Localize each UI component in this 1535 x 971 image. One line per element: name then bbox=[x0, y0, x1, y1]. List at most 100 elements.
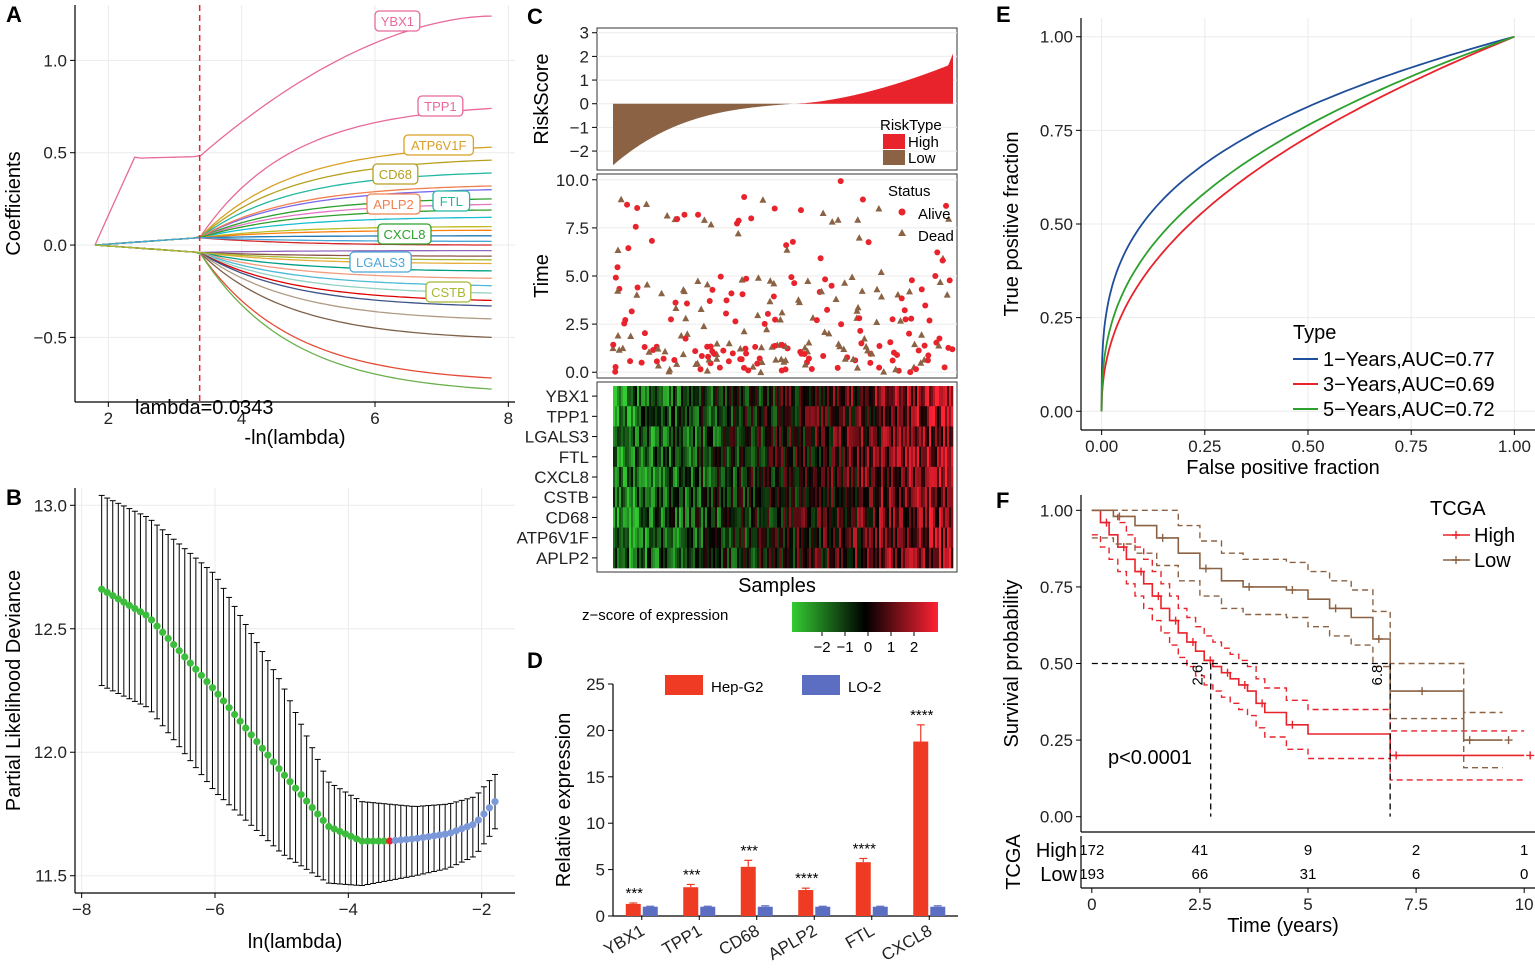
time-point-dead bbox=[609, 344, 617, 352]
heatmap-cell bbox=[759, 507, 762, 528]
heatmap-cell bbox=[785, 547, 788, 569]
heatmap-cell bbox=[699, 386, 702, 407]
time-point-alive bbox=[859, 196, 866, 203]
heatmap-cell bbox=[935, 406, 938, 427]
heatmap-cell bbox=[901, 426, 904, 447]
heatmap-cell bbox=[793, 386, 796, 407]
time-point-dead bbox=[766, 297, 774, 305]
heatmap-cell bbox=[881, 446, 884, 468]
heatmap-cell bbox=[823, 507, 826, 528]
heatmap-cell bbox=[921, 487, 924, 508]
deviance-point bbox=[297, 791, 305, 799]
heatmap-cell bbox=[909, 507, 912, 528]
time-point-alive bbox=[632, 223, 639, 230]
gene-label-box bbox=[366, 193, 421, 215]
deviance-point bbox=[170, 640, 178, 649]
heatmap-cell bbox=[879, 446, 882, 468]
time-point-dead bbox=[766, 277, 774, 284]
heatmap-cell bbox=[905, 406, 908, 427]
time-point-alive bbox=[921, 342, 928, 349]
heatmap-cell bbox=[825, 426, 828, 447]
heatmap-cell bbox=[917, 426, 920, 447]
deviance-point bbox=[247, 731, 255, 739]
heatmap-cell bbox=[893, 507, 896, 528]
heatmap-cell bbox=[687, 507, 690, 528]
heatmap-cell bbox=[883, 487, 886, 508]
heatmap-cell bbox=[753, 426, 756, 447]
heatmap-cell bbox=[755, 406, 758, 427]
time-point-dead bbox=[642, 200, 650, 207]
heatmap-cell bbox=[879, 406, 882, 427]
heatmap-cell bbox=[753, 507, 756, 528]
heatmap-cell bbox=[791, 406, 794, 427]
time-point-dead bbox=[740, 327, 748, 335]
heatmap-cell bbox=[823, 547, 826, 569]
heatmap-cell bbox=[763, 446, 766, 468]
heatmap-cell bbox=[901, 466, 904, 488]
heatmap-cell bbox=[645, 487, 648, 508]
heatmap-cell bbox=[895, 527, 898, 549]
heatmap-cell bbox=[665, 406, 668, 427]
heatmap-cell bbox=[741, 507, 744, 528]
heatmap-cell bbox=[831, 487, 834, 508]
heatmap-cell bbox=[833, 446, 836, 468]
heatmap-cell bbox=[905, 446, 908, 468]
heatmap-cell bbox=[877, 466, 880, 488]
heatmap-cell bbox=[775, 507, 778, 528]
time-point-alive bbox=[641, 330, 648, 337]
heatmap-cell bbox=[661, 386, 664, 407]
heatmap-cell bbox=[827, 446, 830, 468]
time-point-alive bbox=[898, 295, 905, 302]
heatmap-cell bbox=[695, 426, 698, 447]
panel-letter-b: B bbox=[6, 485, 22, 510]
y-tick-label: 0.0 bbox=[565, 363, 589, 382]
heatmap-cell bbox=[799, 527, 802, 549]
heatmap-cell bbox=[625, 527, 628, 549]
heatmap-cell bbox=[943, 527, 946, 549]
heatmap-cell bbox=[617, 406, 620, 427]
heatmap-cell bbox=[933, 426, 936, 447]
heatmap-cell bbox=[755, 487, 758, 508]
heatmap-cell bbox=[673, 507, 676, 528]
y-axis-title: True positive fraction bbox=[1001, 132, 1023, 317]
heatmap-cell bbox=[775, 547, 778, 569]
heatmap-cell bbox=[817, 487, 820, 508]
time-point-alive bbox=[939, 257, 946, 264]
heatmap-cell bbox=[723, 487, 726, 508]
heatmap-cell bbox=[903, 386, 906, 407]
heatmap-cell bbox=[731, 426, 734, 447]
censor-mark bbox=[1240, 680, 1249, 689]
time-point-dead bbox=[841, 279, 849, 286]
panel-letter-e: E bbox=[996, 2, 1011, 27]
heatmap-cell bbox=[687, 487, 690, 508]
y-tick-label: 0.25 bbox=[1040, 309, 1073, 328]
heatmap-cell bbox=[819, 527, 822, 549]
time-point-alive bbox=[907, 369, 914, 376]
heatmap-cell bbox=[771, 487, 774, 508]
heatmap-cell bbox=[885, 426, 888, 447]
heatmap-cell bbox=[949, 426, 952, 447]
heatmap-cell bbox=[781, 487, 784, 508]
heatmap-cell bbox=[779, 507, 782, 528]
heatmap-cell bbox=[909, 487, 912, 508]
heatmap-cell bbox=[721, 507, 724, 528]
heatmap-cell bbox=[889, 527, 892, 549]
gene-label-cxcl8: CXCL8 bbox=[384, 227, 426, 242]
x-tick-label: APLP2 bbox=[765, 921, 820, 964]
heatmap-cell bbox=[951, 487, 954, 508]
heatmap-cell bbox=[889, 547, 892, 569]
heatmap-cell bbox=[875, 547, 878, 569]
heatmap-cell bbox=[631, 507, 634, 528]
heatmap-cell bbox=[679, 406, 682, 427]
heatmap-cell bbox=[629, 446, 632, 468]
heatmap-cell bbox=[819, 386, 822, 407]
heatmap-cell bbox=[743, 507, 746, 528]
heatmap-cell bbox=[645, 406, 648, 427]
heatmap-cell bbox=[807, 446, 810, 468]
heatmap-cell bbox=[765, 446, 768, 468]
heatmap-cell bbox=[911, 487, 914, 508]
heatmap-cell bbox=[643, 446, 646, 468]
heatmap-cell bbox=[803, 446, 806, 468]
heatmap-cell bbox=[895, 507, 898, 528]
heatmap-cell bbox=[887, 527, 890, 549]
